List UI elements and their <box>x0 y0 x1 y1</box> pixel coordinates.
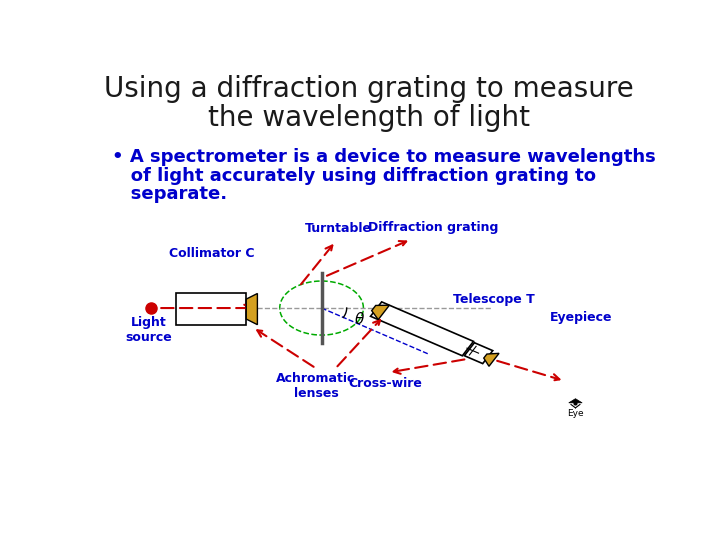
Polygon shape <box>464 343 492 363</box>
Bar <box>176 294 246 325</box>
Text: Eye: Eye <box>567 409 584 418</box>
Text: Collimator C: Collimator C <box>168 247 254 260</box>
Text: Light
source: Light source <box>125 316 172 345</box>
Text: Telescope T: Telescope T <box>453 293 534 306</box>
Text: Using a diffraction grating to measure: Using a diffraction grating to measure <box>104 75 634 103</box>
Polygon shape <box>484 353 499 366</box>
Text: • A spectrometer is a device to measure wavelengths: • A spectrometer is a device to measure … <box>112 148 656 166</box>
Text: of light accurately using diffraction grating to: of light accurately using diffraction gr… <box>112 167 596 185</box>
Text: Achromatic
lenses: Achromatic lenses <box>276 373 356 401</box>
Text: Eyepiece: Eyepiece <box>550 312 612 325</box>
Text: the wavelength of light: the wavelength of light <box>208 104 530 132</box>
Text: Turntable: Turntable <box>305 222 372 235</box>
Polygon shape <box>569 399 582 403</box>
Text: separate.: separate. <box>112 185 228 204</box>
Text: Cross-wire: Cross-wire <box>348 377 423 390</box>
Polygon shape <box>372 305 390 320</box>
Text: Diffraction grating: Diffraction grating <box>368 221 498 234</box>
Polygon shape <box>246 294 258 325</box>
Text: $\theta$: $\theta$ <box>354 312 365 327</box>
Polygon shape <box>371 302 474 356</box>
